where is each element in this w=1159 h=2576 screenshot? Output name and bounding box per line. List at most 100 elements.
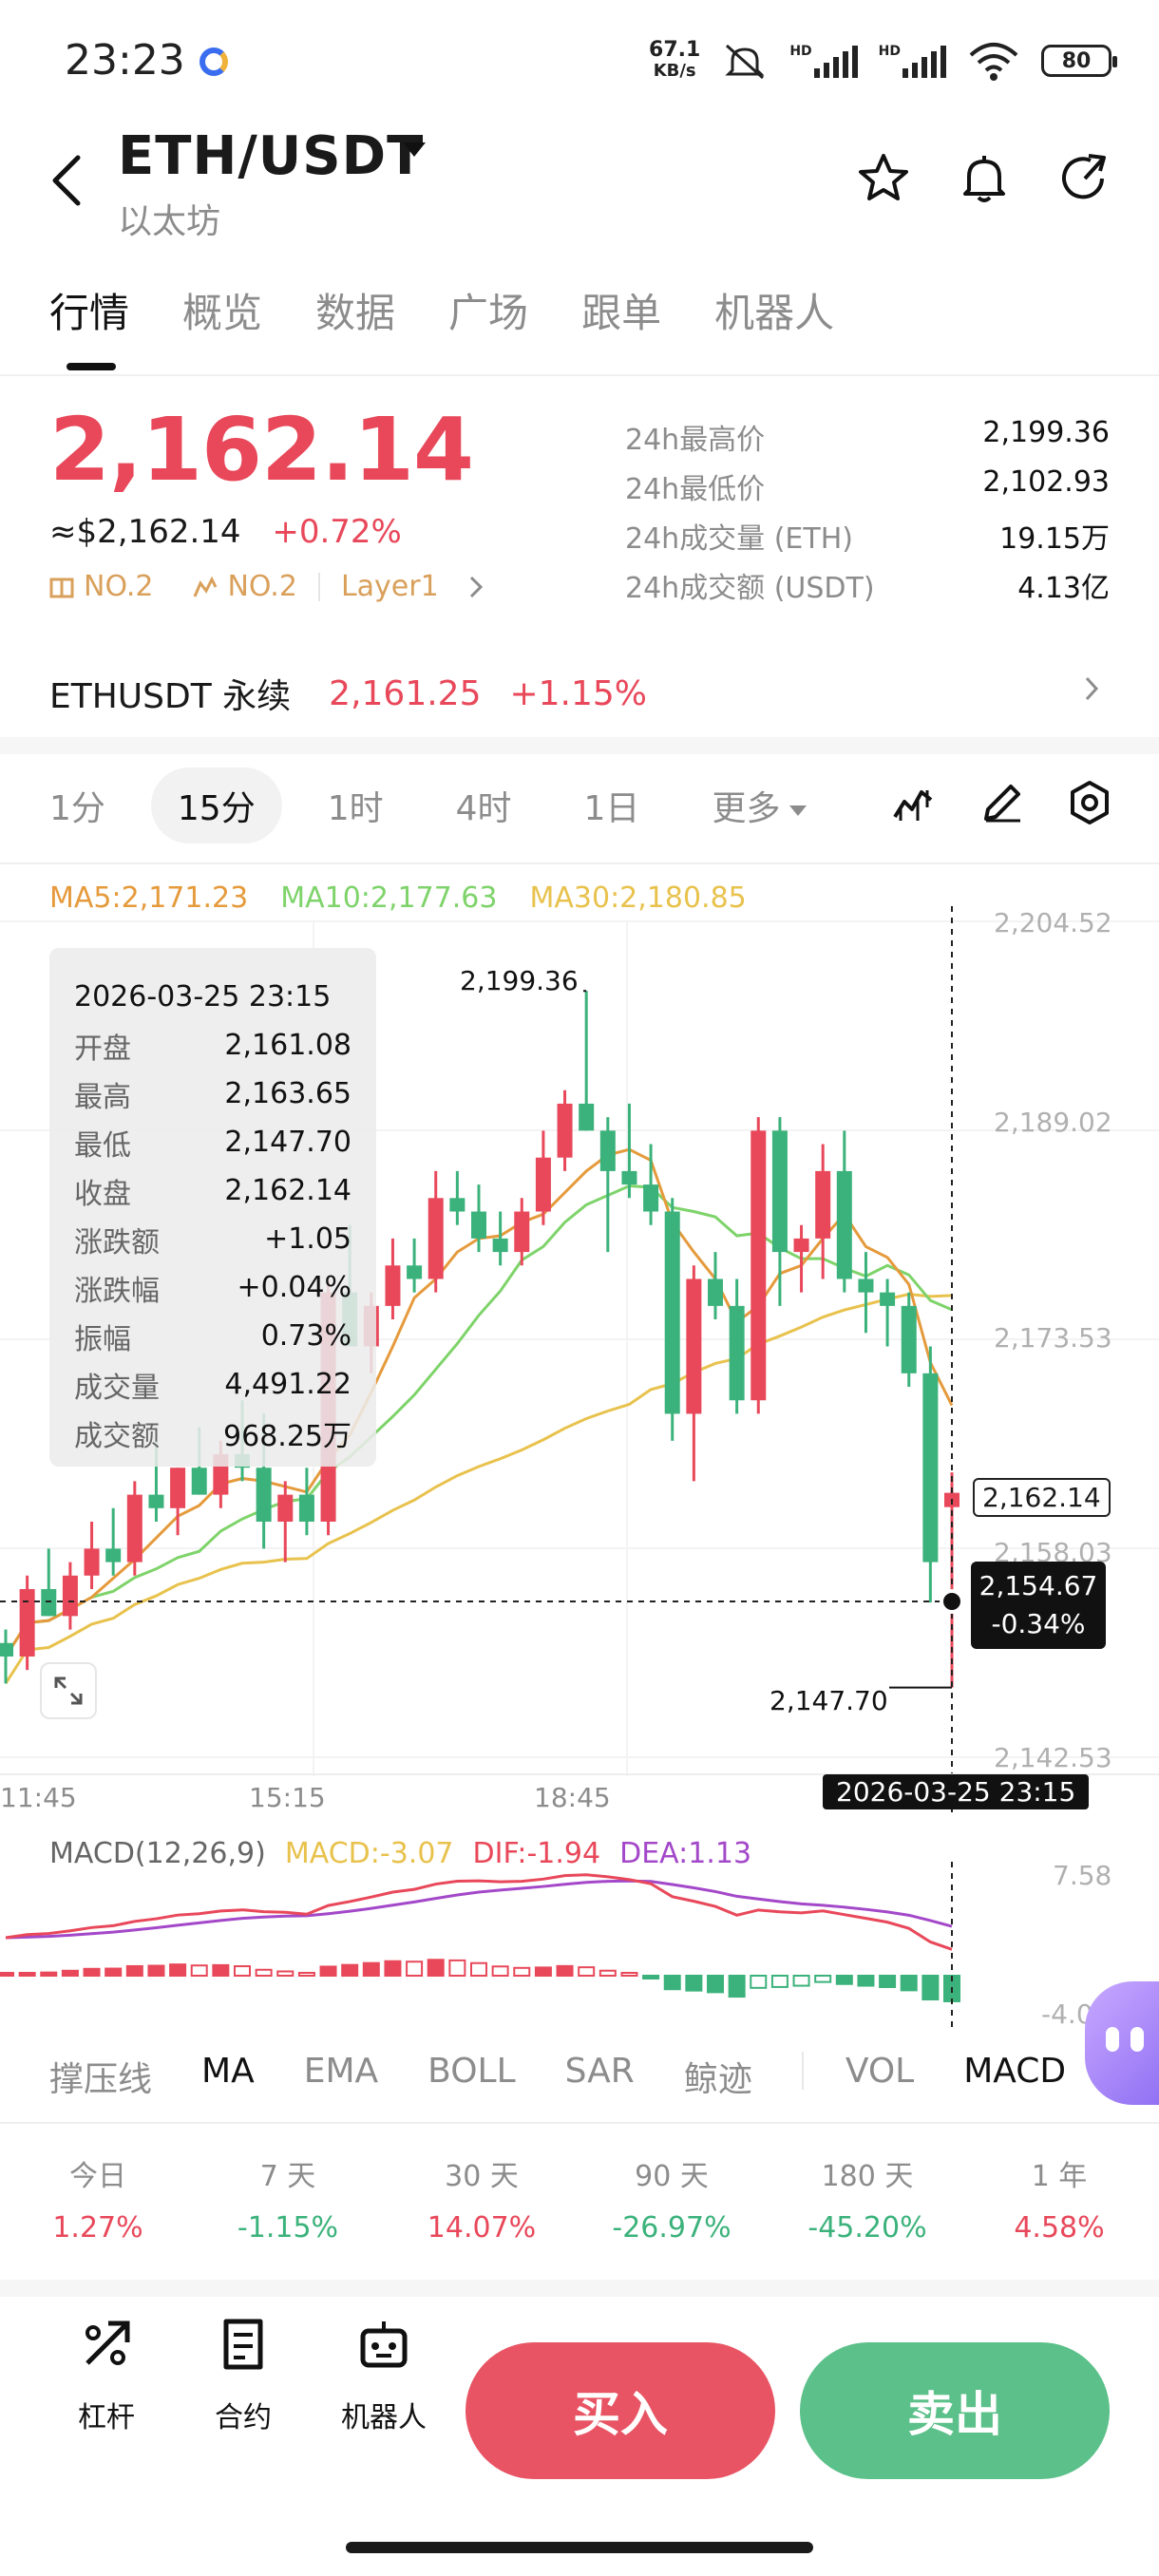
candle-body xyxy=(686,1279,702,1414)
leverage-icon xyxy=(86,2320,130,2365)
tab-overview[interactable]: 概览 xyxy=(182,290,263,336)
perf-label: 90 天 xyxy=(635,2160,709,2193)
ma5-value: MA5:2,171.23 xyxy=(49,881,249,915)
home-indicator xyxy=(346,2542,813,2553)
wifi-icon xyxy=(969,43,1018,81)
tooltip-label: 最高 xyxy=(74,1080,131,1114)
indicator-sar[interactable]: SAR xyxy=(564,2052,635,2091)
tab-copy-trading[interactable]: 跟单 xyxy=(581,290,662,336)
bell-icon[interactable] xyxy=(956,150,1013,207)
tab-square[interactable]: 广场 xyxy=(448,290,529,336)
macd-histogram-bar xyxy=(513,1966,531,1978)
indicator-support-resistance[interactable]: 撑压线 xyxy=(49,2060,153,2099)
nav-contract-label: 合约 xyxy=(215,2401,272,2434)
pair-dropdown-icon[interactable] xyxy=(403,142,426,157)
nav-robot[interactable]: 机器人 xyxy=(327,2316,441,2435)
macd-chart[interactable] xyxy=(0,1862,969,2033)
favorite-star-icon[interactable] xyxy=(855,150,912,207)
pencil-draw-icon[interactable] xyxy=(978,779,1026,826)
share-icon[interactable] xyxy=(1056,150,1113,207)
stat-24h-turnover: 24h成交额 (USDT) 4.13亿 xyxy=(625,564,1110,606)
interval-15m[interactable]: 15分 xyxy=(150,767,282,843)
indicator-ema[interactable]: EMA xyxy=(303,2052,379,2091)
tooltip-row-open: 开盘 2,161.08 xyxy=(74,1021,352,1070)
macd-histogram-bar xyxy=(448,1959,466,1977)
candle-body xyxy=(922,1373,939,1563)
section-divider xyxy=(0,737,1159,754)
category-tag[interactable]: Layer1 xyxy=(341,570,484,603)
indicator-ma[interactable]: MA xyxy=(201,2052,255,2091)
indicator-chart-icon[interactable] xyxy=(889,779,937,826)
perf-value: -1.15% xyxy=(237,2211,339,2245)
indicator-whale[interactable]: 鲸迹 xyxy=(683,2060,752,2099)
macd-histogram-bar xyxy=(18,1972,36,1977)
x-tick: 18:45 xyxy=(534,1782,611,1813)
indicator-boll[interactable]: BOLL xyxy=(428,2052,516,2091)
perf-90d: 90 天 -26.97% xyxy=(581,2152,762,2245)
sell-button[interactable]: 卖出 xyxy=(800,2342,1110,2479)
interval-1m[interactable]: 1分 xyxy=(49,789,105,828)
tab-robot[interactable]: 机器人 xyxy=(714,290,835,336)
crosshair-price: 2,154.67 xyxy=(978,1570,1098,1601)
net-speed-unit: KB/s xyxy=(653,61,696,81)
kline-chart[interactable] xyxy=(0,864,1159,1814)
buy-button[interactable]: 买入 xyxy=(466,2342,775,2479)
usd-line: ≈$2,162.14 +0.72% xyxy=(49,513,402,551)
macd-histogram-bar xyxy=(234,1965,251,1977)
candle-body xyxy=(836,1170,852,1279)
rank-tag-1[interactable]: NO.2 xyxy=(49,570,153,603)
interval-1h[interactable]: 1时 xyxy=(327,789,384,828)
rank-tag-1-label: NO.2 xyxy=(84,570,154,603)
hd-label-2: HD xyxy=(878,44,901,59)
macd-histogram-bar xyxy=(297,1972,315,1977)
crosshair-price-tag: 2,154.67 -0.34% xyxy=(971,1562,1106,1649)
interval-1d[interactable]: 1日 xyxy=(583,789,640,828)
mute-icon xyxy=(725,44,765,80)
chevron-right-icon[interactable] xyxy=(1083,674,1100,703)
perpetual-row[interactable]: ETHUSDT 永续 2,161.25 +1.15% xyxy=(49,669,647,718)
hd-label-1: HD xyxy=(789,44,812,59)
ma30-line xyxy=(4,1293,953,1685)
candle-body xyxy=(535,1157,551,1212)
candle-body xyxy=(643,1184,659,1212)
nav-contract[interactable]: 合约 xyxy=(186,2316,300,2435)
pair-title[interactable]: ETH/USDT xyxy=(118,125,425,187)
back-arrow-icon[interactable] xyxy=(48,152,86,209)
tab-market[interactable]: 行情 xyxy=(49,290,130,336)
dif-value: DIF:-1.94 xyxy=(472,1837,601,1870)
tag-divider xyxy=(317,572,320,601)
x-tick: 11:45 xyxy=(0,1782,77,1813)
indicator-macd[interactable]: MACD xyxy=(963,2052,1067,2091)
interval-more[interactable]: 更多 xyxy=(685,767,833,843)
perf-value: 14.07% xyxy=(427,2211,537,2245)
nav-leverage[interactable]: 杠杆 xyxy=(49,2316,163,2435)
interval-4h[interactable]: 4时 xyxy=(455,789,512,828)
candle-body xyxy=(148,1494,164,1508)
floating-assistant[interactable] xyxy=(1085,1981,1159,2105)
candle-body xyxy=(428,1198,444,1279)
ma10-value: MA10:2,177.63 xyxy=(280,881,498,915)
nav-leverage-label: 杠杆 xyxy=(78,2401,135,2434)
macd-histogram-bar xyxy=(406,1960,424,1978)
last-price-tag: 2,162.14 xyxy=(973,1478,1111,1517)
battery-icon: 80 xyxy=(1041,45,1117,77)
divider xyxy=(0,2122,1159,2124)
candle-body xyxy=(750,1130,767,1401)
candle-body xyxy=(277,1494,294,1522)
net-speed: 67.1 KB/s xyxy=(649,40,700,82)
rank-tag-2-label: NO.2 xyxy=(227,570,297,603)
stat-24h-high: 24h最高价 2,199.36 xyxy=(625,416,1110,458)
candle-tooltip: 2026-03-25 23:15 开盘 2,161.08 最高 2,163.65 最… xyxy=(49,948,376,1467)
indicator-vol[interactable]: VOL xyxy=(845,2052,915,2091)
candle-body xyxy=(0,1642,13,1657)
tab-data[interactable]: 数据 xyxy=(315,290,396,336)
macd-histogram-bar xyxy=(598,1969,617,1977)
rank-tag-2[interactable]: NO.2 xyxy=(193,570,297,603)
stat-label: 24h最高价 xyxy=(625,424,766,457)
settings-hex-icon[interactable] xyxy=(1066,779,1113,826)
fullscreen-button[interactable] xyxy=(40,1662,97,1719)
tooltip-label: 涨跌幅 xyxy=(74,1274,160,1308)
ma10-line xyxy=(4,1184,953,1657)
contract-document-icon xyxy=(223,2319,263,2370)
net-speed-value: 67.1 xyxy=(649,38,701,62)
